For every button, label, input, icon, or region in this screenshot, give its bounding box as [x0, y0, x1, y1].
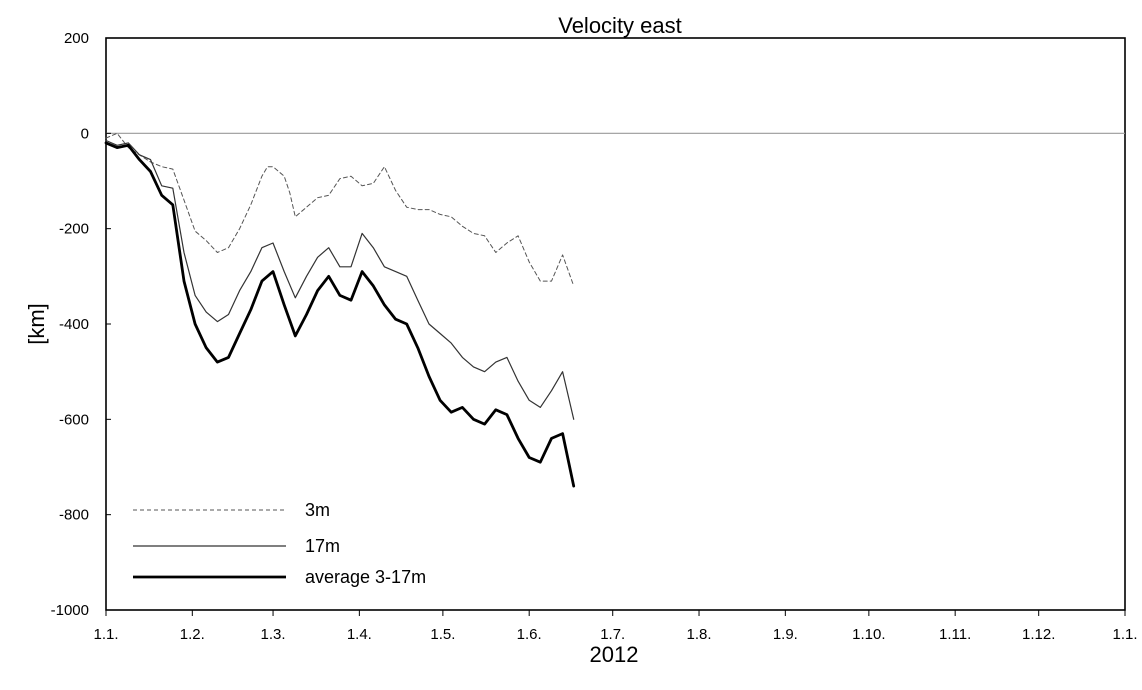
chart-title: Velocity east: [558, 13, 682, 38]
x-tick-label: 1.2.: [180, 626, 205, 643]
series-line-2: [104, 141, 576, 488]
x-tick-label: 1.7.: [600, 626, 625, 643]
y-tick-label: -1000: [51, 602, 89, 619]
y-axis-title: [km]: [24, 303, 49, 345]
x-tick-label: 1.4.: [347, 626, 372, 643]
y-tick-label: 200: [64, 30, 89, 47]
x-tick-label: 1.5.: [430, 626, 455, 643]
legend-label-2: average 3-17m: [305, 567, 426, 587]
x-axis-title: 2012: [590, 642, 639, 667]
y-tick-label: -200: [59, 221, 89, 238]
x-tick-label: 1.1.: [1112, 626, 1137, 643]
y-tick-label: 0: [81, 125, 89, 142]
x-tick-label: 1.9.: [773, 626, 798, 643]
y-tick-label: -600: [59, 411, 89, 428]
x-tick-label: 1.3.: [261, 626, 286, 643]
x-tick-label: 1.6.: [517, 626, 542, 643]
plot-frame: [105, 37, 1126, 611]
series-line-1: [105, 139, 575, 420]
x-tick-label: 1.8.: [687, 626, 712, 643]
series-line-0: [105, 132, 575, 287]
x-tick-label: 1.11.: [939, 626, 971, 643]
legend-label-1: 17m: [305, 536, 340, 556]
x-tick-label: 1.12.: [1022, 626, 1055, 643]
y-tick-label: -400: [59, 316, 89, 333]
x-tick-label: 1.1.: [93, 626, 118, 643]
legend-label-0: 3m: [305, 500, 330, 520]
x-tick-label: 1.10.: [852, 626, 885, 643]
y-tick-label: -800: [59, 507, 89, 524]
